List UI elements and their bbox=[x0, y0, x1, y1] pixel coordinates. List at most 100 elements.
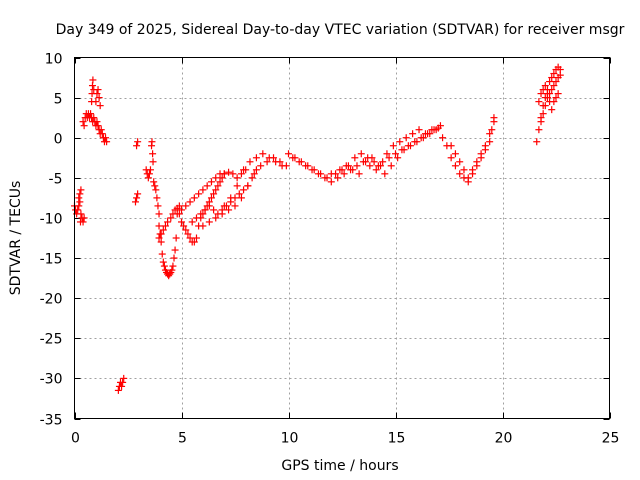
data-point bbox=[394, 154, 402, 162]
data-point bbox=[201, 206, 209, 214]
data-point bbox=[327, 178, 335, 186]
data-point bbox=[76, 190, 84, 198]
data-point bbox=[207, 178, 215, 186]
data-point bbox=[192, 234, 200, 242]
data-point bbox=[400, 146, 408, 154]
data-point bbox=[212, 214, 220, 222]
data-point bbox=[155, 210, 163, 218]
data-point bbox=[310, 166, 318, 174]
y-tick-label: -25 bbox=[40, 332, 63, 348]
data-point bbox=[192, 214, 200, 222]
data-point bbox=[537, 118, 545, 126]
data-point bbox=[244, 182, 252, 190]
data-point bbox=[451, 162, 459, 170]
data-point bbox=[237, 194, 245, 202]
data-point bbox=[152, 186, 160, 194]
data-point bbox=[207, 194, 215, 202]
data-point bbox=[164, 218, 172, 226]
data-point bbox=[80, 122, 88, 130]
data-point bbox=[372, 166, 380, 174]
data-point bbox=[182, 202, 190, 210]
data-point bbox=[548, 106, 556, 114]
data-point bbox=[248, 174, 256, 182]
data-point bbox=[216, 178, 224, 186]
grid-lines bbox=[74, 57, 610, 419]
data-point bbox=[362, 158, 370, 166]
data-point bbox=[263, 158, 271, 166]
data-point bbox=[231, 202, 239, 210]
data-point bbox=[550, 82, 558, 90]
data-point bbox=[75, 202, 83, 210]
y-tick-label: 0 bbox=[54, 132, 63, 148]
data-point bbox=[93, 118, 101, 126]
data-point bbox=[102, 134, 110, 142]
data-point bbox=[250, 170, 258, 178]
data-point bbox=[97, 126, 105, 134]
data-point bbox=[265, 154, 273, 162]
data-point bbox=[473, 162, 481, 170]
data-point bbox=[543, 90, 551, 98]
y-tick-labels: 10 5 0 -5 -10 -15 -20 -25 -30 -35 bbox=[40, 52, 63, 429]
data-point bbox=[353, 162, 361, 170]
data-point bbox=[488, 126, 496, 134]
data-point bbox=[158, 250, 166, 258]
data-point bbox=[118, 382, 126, 390]
data-point bbox=[159, 258, 167, 266]
data-point bbox=[218, 210, 226, 218]
data-point bbox=[229, 170, 237, 178]
data-point bbox=[76, 218, 84, 226]
data-point bbox=[149, 150, 157, 158]
data-point bbox=[175, 202, 183, 210]
data-point bbox=[133, 194, 141, 202]
data-point bbox=[481, 146, 489, 154]
data-point bbox=[96, 102, 104, 110]
data-point bbox=[114, 386, 122, 394]
data-point bbox=[342, 162, 350, 170]
data-point bbox=[149, 158, 157, 166]
data-point bbox=[548, 86, 556, 94]
data-point bbox=[368, 154, 376, 162]
data-points bbox=[71, 63, 564, 394]
data-point bbox=[173, 210, 181, 218]
data-point bbox=[387, 162, 395, 170]
data-point bbox=[392, 150, 399, 158]
data-point bbox=[432, 126, 440, 134]
data-point bbox=[79, 118, 87, 126]
data-point bbox=[212, 186, 220, 194]
data-point bbox=[272, 158, 280, 166]
data-point bbox=[167, 214, 175, 222]
data-point bbox=[469, 170, 477, 178]
data-point bbox=[212, 174, 220, 182]
x-tick-label: 5 bbox=[178, 431, 187, 447]
data-point bbox=[197, 210, 205, 218]
data-point bbox=[304, 162, 312, 170]
y-tick-label: -15 bbox=[40, 252, 63, 268]
data-point bbox=[389, 142, 397, 150]
data-point bbox=[205, 218, 213, 226]
data-point bbox=[233, 182, 241, 190]
data-point bbox=[92, 98, 100, 106]
data-point bbox=[541, 102, 549, 110]
data-point bbox=[133, 142, 141, 150]
data-point bbox=[533, 138, 541, 146]
data-point bbox=[477, 154, 485, 162]
data-point bbox=[227, 194, 235, 202]
x-tick-label: 15 bbox=[388, 431, 406, 447]
x-tick-label: 25 bbox=[602, 431, 620, 447]
data-point bbox=[252, 166, 260, 174]
data-point bbox=[171, 246, 179, 254]
data-point bbox=[240, 186, 248, 194]
data-point bbox=[144, 174, 152, 182]
data-point bbox=[546, 78, 554, 86]
data-point bbox=[334, 174, 342, 182]
data-point bbox=[396, 138, 404, 146]
data-point bbox=[317, 170, 325, 178]
data-point bbox=[439, 134, 447, 142]
y-tick-label: -30 bbox=[40, 372, 63, 388]
data-point bbox=[381, 170, 389, 178]
data-point bbox=[552, 78, 560, 86]
data-point bbox=[180, 222, 188, 230]
data-point bbox=[178, 218, 185, 226]
data-point bbox=[548, 74, 556, 82]
y-axis-label: SDTVAR / TECUs bbox=[8, 181, 24, 296]
